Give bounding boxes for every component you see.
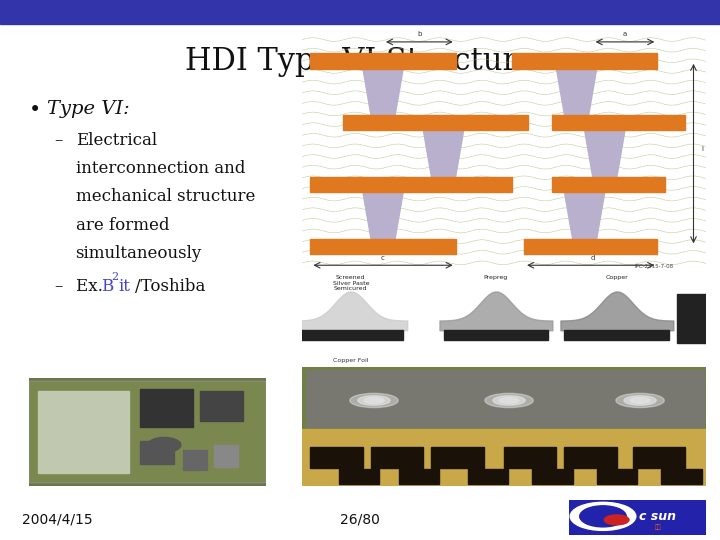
Text: Electrical: Electrical	[76, 132, 157, 149]
Text: 26/80: 26/80	[340, 512, 380, 526]
Text: 2: 2	[112, 272, 119, 282]
Text: •: •	[29, 100, 41, 120]
Text: –: –	[54, 278, 63, 295]
Text: mechanical structure: mechanical structure	[76, 188, 255, 205]
Text: Type VI:: Type VI:	[47, 100, 130, 118]
Text: Ex.: Ex.	[76, 278, 108, 295]
Text: /Toshiba: /Toshiba	[135, 278, 206, 295]
Text: are formed: are formed	[76, 217, 169, 233]
Text: simultaneously: simultaneously	[76, 245, 202, 261]
Text: interconnection and: interconnection and	[76, 160, 245, 177]
Text: 2004/4/15: 2004/4/15	[22, 512, 92, 526]
Text: –: –	[54, 132, 63, 149]
Bar	[0, 0, 720, 24]
Text: B: B	[102, 278, 114, 295]
Text: it: it	[119, 278, 130, 295]
Text: HDI Type VI Structure: HDI Type VI Structure	[185, 46, 535, 77]
